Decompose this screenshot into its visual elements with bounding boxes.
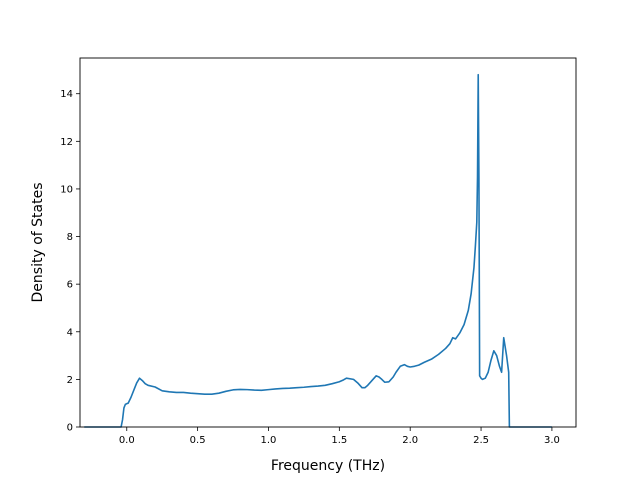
x-tick-label: 0.5 — [190, 435, 206, 446]
x-axis-ticks: 0.0 0.5 1.0 1.5 2.0 2.5 3.0 — [119, 427, 560, 446]
x-tick-label: 3.0 — [544, 435, 560, 446]
y-tick-label: 12 — [60, 137, 73, 148]
x-tick-label: 2.0 — [402, 435, 418, 446]
x-tick-label: 1.5 — [331, 435, 347, 446]
plot-background — [80, 58, 576, 427]
y-axis-title: Density of States — [30, 183, 46, 303]
y-tick-label: 8 — [67, 232, 73, 243]
y-axis-ticks: 0 2 4 6 8 10 12 14 — [60, 89, 80, 434]
y-tick-label: 2 — [67, 375, 73, 386]
y-tick-label: 0 — [67, 423, 73, 434]
x-tick-label: 2.5 — [473, 435, 489, 446]
x-axis-title: Frequency (THz) — [271, 458, 385, 474]
y-tick-label: 4 — [67, 327, 73, 338]
x-tick-label: 1.0 — [261, 435, 277, 446]
x-tick-label: 0.0 — [119, 435, 135, 446]
y-tick-label: 6 — [67, 280, 73, 291]
y-tick-label: 14 — [60, 89, 73, 100]
dos-series-line — [84, 73, 552, 428]
plot-frame — [79, 57, 577, 428]
y-tick-label: 10 — [60, 184, 73, 195]
